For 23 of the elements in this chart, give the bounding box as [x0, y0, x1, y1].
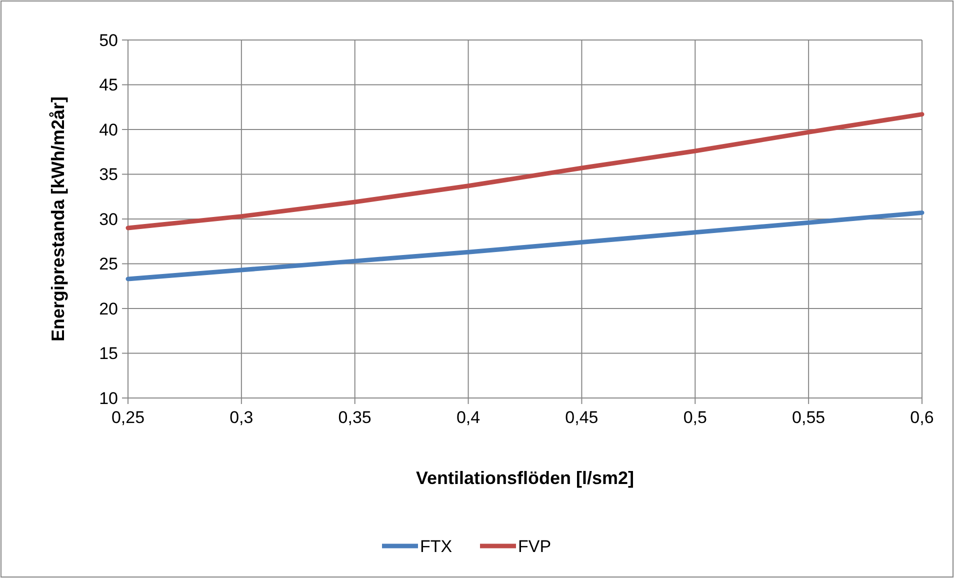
x-tick-label: 0,6 [910, 408, 934, 427]
y-tick-label: 30 [99, 210, 118, 229]
legend-label: FTX [420, 536, 452, 556]
y-tick-label: 15 [99, 344, 118, 364]
y-tick-label: 35 [99, 165, 118, 184]
legend-label: FVP [518, 536, 552, 556]
x-tick-label: 0,35 [338, 408, 372, 427]
x-tick-label: 0,3 [230, 408, 254, 427]
y-tick-label: 50 [99, 30, 118, 50]
y-tick-label: 45 [99, 76, 118, 95]
x-tick-label: 0,25 [111, 408, 145, 427]
x-tick-label: 0,45 [565, 408, 598, 427]
x-tick-label: 0,4 [456, 408, 480, 427]
line-series [126, 112, 924, 230]
y-axis-title: Energiprestanda [kWh/m2år] [48, 96, 68, 342]
y-tick-label: 40 [99, 120, 118, 140]
y-tick-label: 20 [99, 299, 118, 318]
y-tick-label: 25 [99, 254, 118, 274]
x-tick-label: 0,55 [792, 408, 826, 427]
x-tick-label: 0,5 [683, 408, 707, 427]
line-series [126, 210, 924, 282]
x-axis-title: Ventilationsflöden [l/sm2] [416, 468, 634, 488]
y-tick-label: 10 [99, 388, 118, 408]
